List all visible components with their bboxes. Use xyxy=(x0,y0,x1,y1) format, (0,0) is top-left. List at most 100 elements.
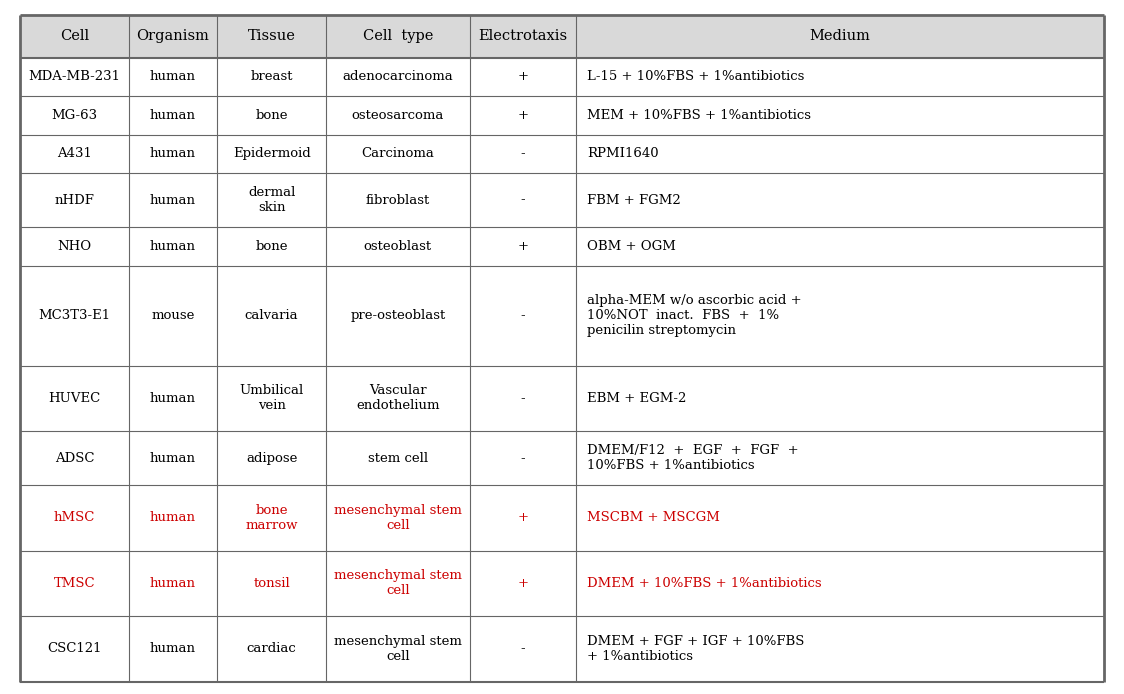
Text: human: human xyxy=(149,147,196,160)
Text: +: + xyxy=(517,70,528,83)
Bar xyxy=(326,96,470,135)
Text: +: + xyxy=(517,240,528,253)
Text: adipose: adipose xyxy=(246,452,298,465)
Text: HUVEC: HUVEC xyxy=(48,392,100,405)
Bar xyxy=(577,15,1104,58)
Text: human: human xyxy=(149,194,196,207)
Text: DMEM + 10%FBS + 1%antibiotics: DMEM + 10%FBS + 1%antibiotics xyxy=(588,577,822,590)
Text: MC3T3-E1: MC3T3-E1 xyxy=(38,309,110,322)
Text: -: - xyxy=(520,147,525,160)
Text: -: - xyxy=(520,452,525,465)
Bar xyxy=(217,227,326,266)
Bar xyxy=(577,174,1104,227)
Bar xyxy=(577,485,1104,550)
Text: osteosarcoma: osteosarcoma xyxy=(352,109,444,122)
Bar xyxy=(128,135,217,174)
Text: Cell  type: Cell type xyxy=(363,29,433,44)
Text: human: human xyxy=(149,70,196,83)
Bar xyxy=(326,15,470,58)
Text: EBM + EGM-2: EBM + EGM-2 xyxy=(588,392,687,405)
Text: human: human xyxy=(149,392,196,405)
Text: adenocarcinoma: adenocarcinoma xyxy=(343,70,453,83)
Text: mesenchymal stem
cell: mesenchymal stem cell xyxy=(334,635,462,663)
Text: Medium: Medium xyxy=(809,29,870,44)
Text: bone: bone xyxy=(255,109,288,122)
Bar xyxy=(326,266,470,366)
Text: human: human xyxy=(149,642,196,655)
Text: mouse: mouse xyxy=(152,309,194,322)
Bar xyxy=(470,431,577,485)
Text: MEM + 10%FBS + 1%antibiotics: MEM + 10%FBS + 1%antibiotics xyxy=(588,109,812,122)
Bar xyxy=(577,616,1104,682)
Bar xyxy=(577,431,1104,485)
Text: A431: A431 xyxy=(57,147,92,160)
Bar xyxy=(470,227,577,266)
Text: Umbilical
vein: Umbilical vein xyxy=(239,384,303,412)
Text: hMSC: hMSC xyxy=(54,511,96,525)
Text: NHO: NHO xyxy=(57,240,91,253)
Bar xyxy=(577,366,1104,431)
Bar xyxy=(326,431,470,485)
Text: Electrotaxis: Electrotaxis xyxy=(479,29,568,44)
Bar xyxy=(326,174,470,227)
Bar xyxy=(577,266,1104,366)
Text: MG-63: MG-63 xyxy=(52,109,98,122)
Text: human: human xyxy=(149,452,196,465)
Text: breast: breast xyxy=(251,70,293,83)
Text: -: - xyxy=(520,642,525,655)
Text: human: human xyxy=(149,240,196,253)
Text: +: + xyxy=(517,577,528,590)
Text: mesenchymal stem
cell: mesenchymal stem cell xyxy=(334,504,462,532)
Text: -: - xyxy=(520,309,525,322)
Text: Carcinoma: Carcinoma xyxy=(362,147,434,160)
Text: mesenchymal stem
cell: mesenchymal stem cell xyxy=(334,569,462,598)
Bar xyxy=(128,15,217,58)
Bar xyxy=(20,96,128,135)
Text: FBM + FGM2: FBM + FGM2 xyxy=(588,194,681,207)
Bar xyxy=(326,135,470,174)
Bar xyxy=(577,58,1104,96)
Text: ADSC: ADSC xyxy=(55,452,94,465)
Bar xyxy=(20,227,128,266)
Text: Organism: Organism xyxy=(137,29,209,44)
Text: +: + xyxy=(517,109,528,122)
Text: dermal
skin: dermal skin xyxy=(248,186,296,214)
Bar xyxy=(20,174,128,227)
Bar xyxy=(128,174,217,227)
Text: MDA-MB-231: MDA-MB-231 xyxy=(28,70,120,83)
Text: Tissue: Tissue xyxy=(247,29,296,44)
Text: human: human xyxy=(149,109,196,122)
Bar xyxy=(20,616,128,682)
Bar xyxy=(217,174,326,227)
Bar xyxy=(326,366,470,431)
Bar xyxy=(326,227,470,266)
Bar xyxy=(128,96,217,135)
Bar xyxy=(470,174,577,227)
Bar xyxy=(470,550,577,616)
Text: osteoblast: osteoblast xyxy=(364,240,432,253)
Bar xyxy=(577,227,1104,266)
Bar xyxy=(128,431,217,485)
Bar xyxy=(326,550,470,616)
Bar xyxy=(470,485,577,550)
Bar xyxy=(470,616,577,682)
Text: bone: bone xyxy=(255,240,288,253)
Bar xyxy=(20,431,128,485)
Bar xyxy=(20,550,128,616)
Text: DMEM + FGF + IGF + 10%FBS
+ 1%antibiotics: DMEM + FGF + IGF + 10%FBS + 1%antibiotic… xyxy=(588,635,805,663)
Bar xyxy=(20,485,128,550)
Bar xyxy=(20,366,128,431)
Text: tonsil: tonsil xyxy=(253,577,290,590)
Bar xyxy=(470,96,577,135)
Bar xyxy=(217,266,326,366)
Text: CSC121: CSC121 xyxy=(47,642,101,655)
Bar xyxy=(128,58,217,96)
Text: human: human xyxy=(149,511,196,525)
Bar xyxy=(20,15,128,58)
Text: human: human xyxy=(149,577,196,590)
Text: fibroblast: fibroblast xyxy=(365,194,430,207)
Text: MSCBM + MSCGM: MSCBM + MSCGM xyxy=(588,511,720,525)
Bar xyxy=(128,227,217,266)
Bar xyxy=(217,431,326,485)
Bar xyxy=(470,266,577,366)
